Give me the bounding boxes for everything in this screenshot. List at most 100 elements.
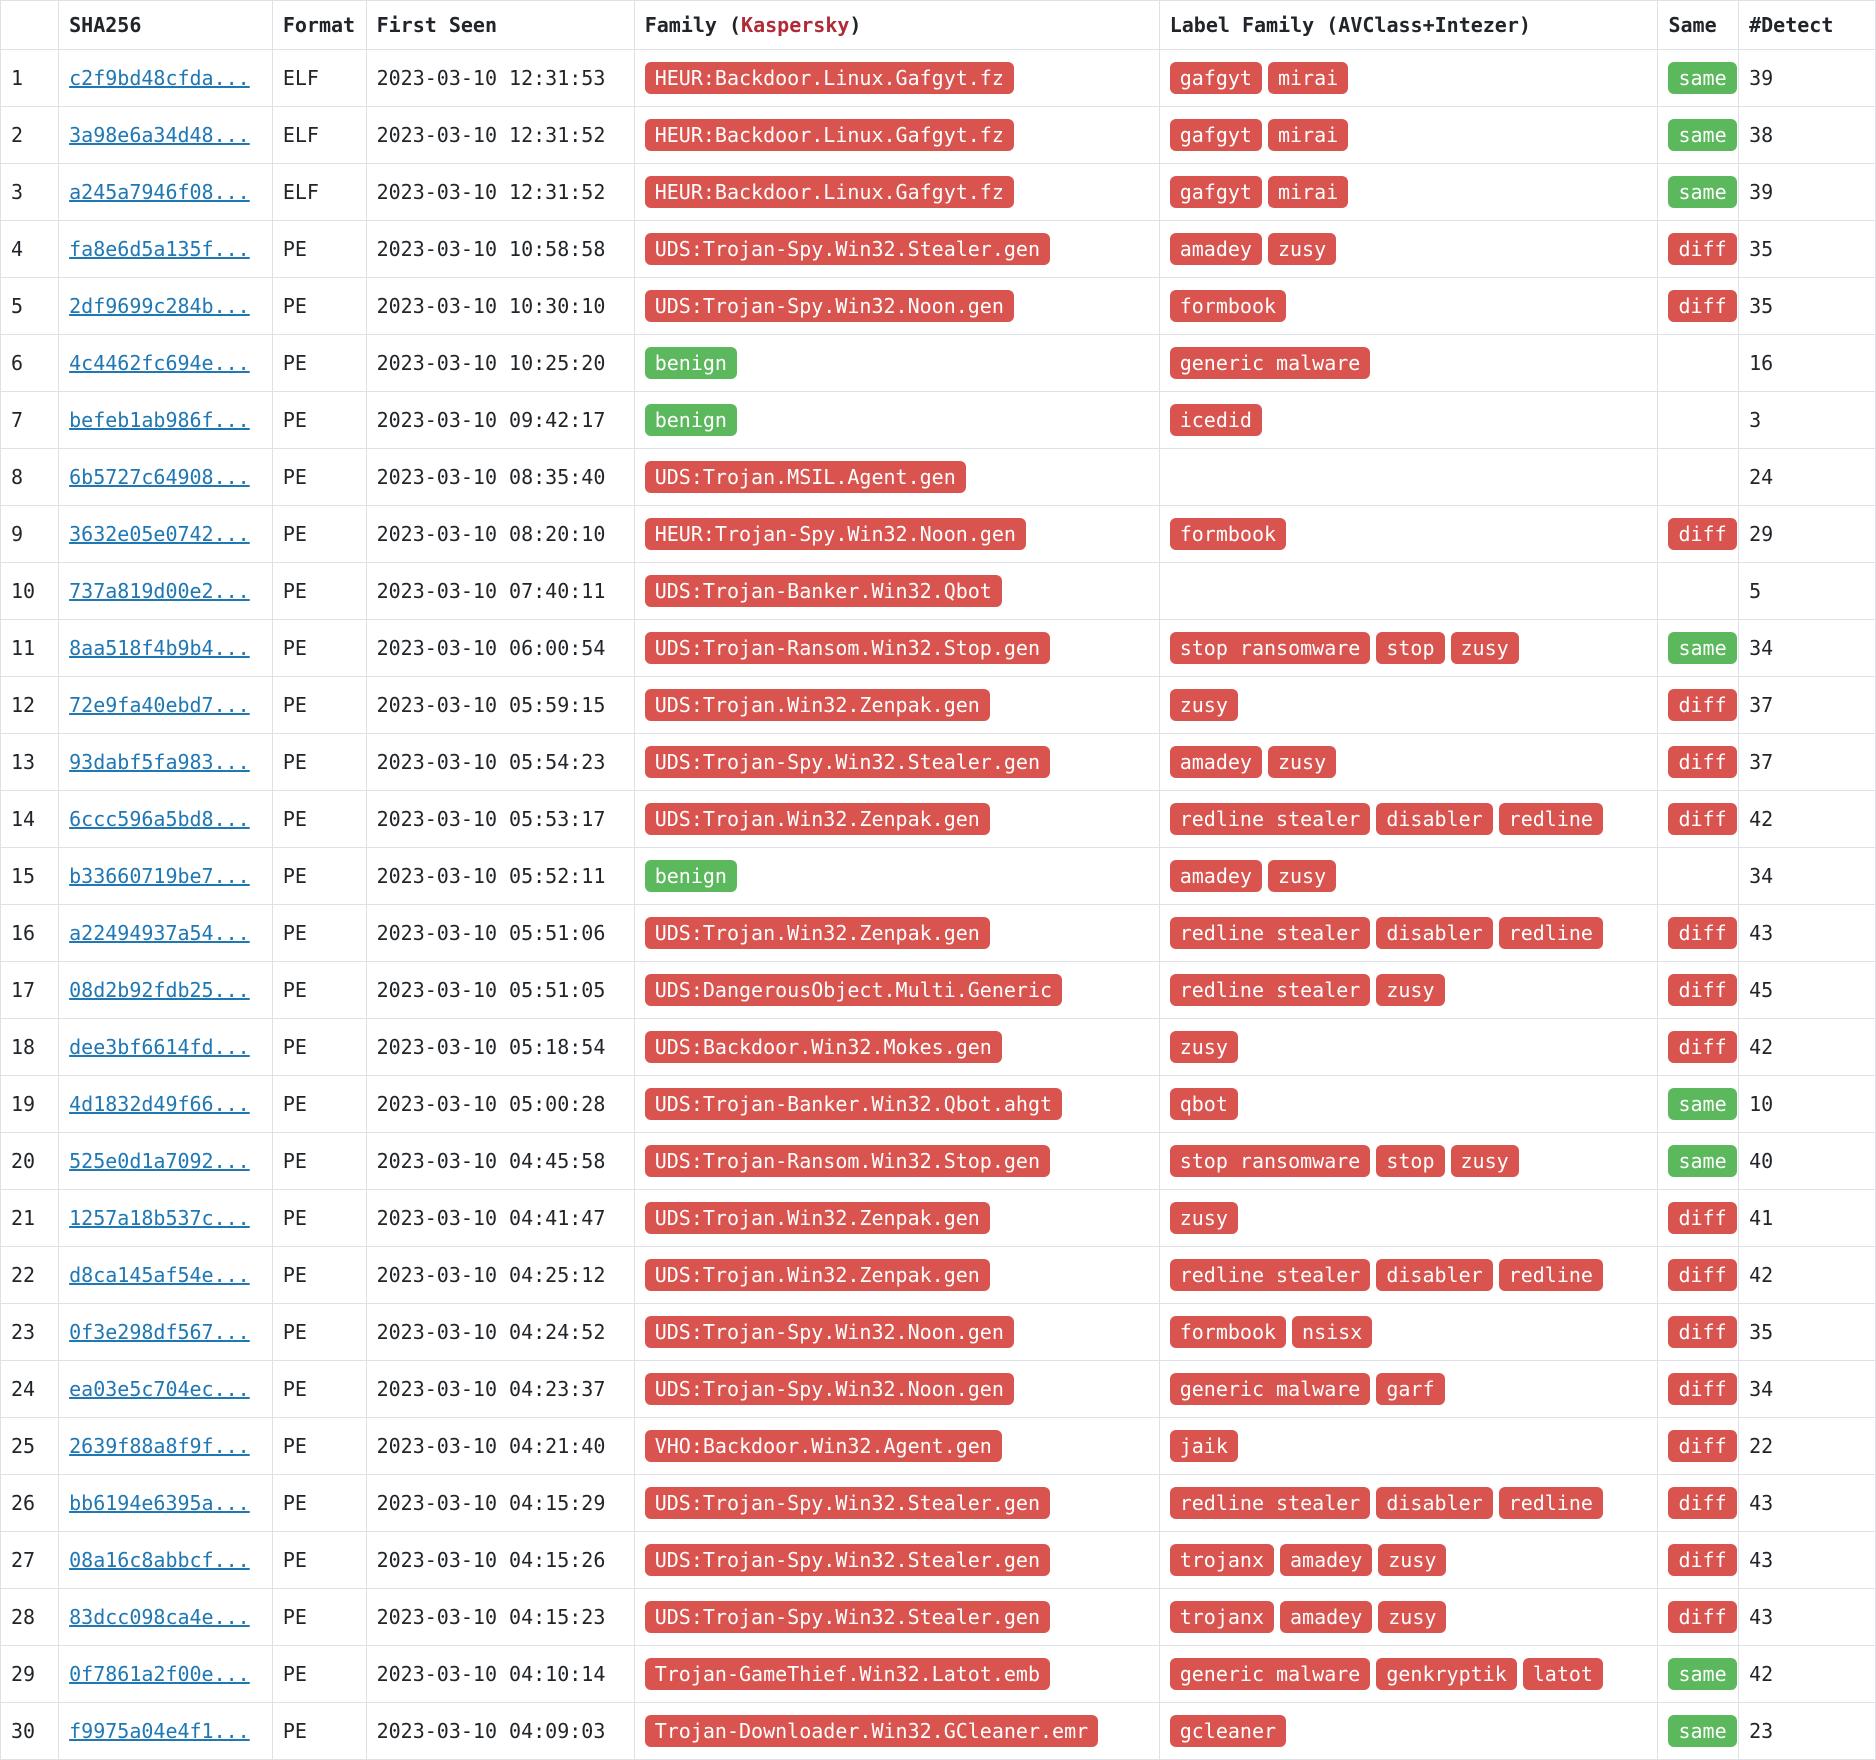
label-family-cell: zusy — [1159, 1190, 1658, 1247]
sha256-link[interactable]: fa8e6d5a135f... — [69, 237, 250, 261]
sha256-link[interactable]: 525e0d1a7092... — [69, 1149, 250, 1173]
label-family-cell: gafgytmirai — [1159, 50, 1658, 107]
family-cell: HEUR:Trojan-Spy.Win32.Noon.gen — [634, 506, 1159, 563]
table-row: 15b33660719be7...PE2023-03-10 05:52:11be… — [1, 848, 1876, 905]
sha256-link[interactable]: 08a16c8abbcf... — [69, 1548, 250, 1572]
first-seen-cell: 2023-03-10 08:35:40 — [366, 449, 634, 506]
row-index: 30 — [1, 1703, 59, 1760]
sha256-link[interactable]: 4d1832d49f66... — [69, 1092, 250, 1116]
sha256-link[interactable]: b33660719be7... — [69, 864, 250, 888]
family-cell: UDS:Trojan.Win32.Zenpak.gen — [634, 1247, 1159, 1304]
detect-cell: 40 — [1739, 1133, 1876, 1190]
family-tag: UDS:Trojan-Ransom.Win32.Stop.gen — [645, 632, 1050, 664]
table-row: 194d1832d49f66...PE2023-03-10 05:00:28UD… — [1, 1076, 1876, 1133]
detect-cell: 22 — [1739, 1418, 1876, 1475]
label-family-cell: stop ransomwarestopzusy — [1159, 1133, 1658, 1190]
first-seen-cell: 2023-03-10 04:25:12 — [366, 1247, 634, 1304]
table-row: 230f3e298df567...PE2023-03-10 04:24:52UD… — [1, 1304, 1876, 1361]
label-tag: latot — [1523, 1658, 1603, 1690]
label-tag: mirai — [1268, 176, 1348, 208]
label-family-cell: gcleaner — [1159, 1703, 1658, 1760]
format-cell: PE — [272, 848, 366, 905]
family-tag: UDS:DangerousObject.Multi.Generic — [645, 974, 1062, 1006]
family-tag: Trojan-Downloader.Win32.GCleaner.emr — [645, 1715, 1098, 1747]
sha256-link[interactable]: 4c4462fc694e... — [69, 351, 250, 375]
sha256-cell: 3a98e6a34d48... — [59, 107, 273, 164]
sha256-link[interactable]: c2f9bd48cfda... — [69, 66, 250, 90]
sha256-cell: befeb1ab986f... — [59, 392, 273, 449]
same-tag: diff — [1668, 746, 1736, 778]
family-tag: HEUR:Trojan-Spy.Win32.Noon.gen — [645, 518, 1026, 550]
sha256-link[interactable]: 6ccc596a5bd8... — [69, 807, 250, 831]
sha256-link[interactable]: a245a7946f08... — [69, 180, 250, 204]
row-index: 4 — [1, 221, 59, 278]
first-seen-cell: 2023-03-10 12:31:52 — [366, 107, 634, 164]
detect-cell: 29 — [1739, 506, 1876, 563]
label-family-cell: amadeyzusy — [1159, 848, 1658, 905]
sha256-link[interactable]: 93dabf5fa983... — [69, 750, 250, 774]
family-tag: UDS:Trojan-Spy.Win32.Noon.gen — [645, 290, 1014, 322]
sha256-cell: 72e9fa40ebd7... — [59, 677, 273, 734]
detect-cell: 43 — [1739, 1532, 1876, 1589]
sha256-link[interactable]: 737a819d00e2... — [69, 579, 250, 603]
sha256-link[interactable]: bb6194e6395a... — [69, 1491, 250, 1515]
detect-cell: 5 — [1739, 563, 1876, 620]
label-tag: disabler — [1376, 1259, 1492, 1291]
label-tag: redline — [1499, 1259, 1603, 1291]
sha256-link[interactable]: 6b5727c64908... — [69, 465, 250, 489]
label-family-cell: generic malwaregenkryptiklatot — [1159, 1646, 1658, 1703]
same-cell: same — [1658, 164, 1739, 221]
sha256-link[interactable]: befeb1ab986f... — [69, 408, 250, 432]
same-tag: diff — [1668, 1202, 1736, 1234]
label-tag: trojanx — [1170, 1544, 1274, 1576]
sha256-link[interactable]: dee3bf6614fd... — [69, 1035, 250, 1059]
sha256-cell: fa8e6d5a135f... — [59, 221, 273, 278]
sha256-link[interactable]: 1257a18b537c... — [69, 1206, 250, 1230]
sha256-link[interactable]: 72e9fa40ebd7... — [69, 693, 250, 717]
table-row: 30f9975a04e4f1...PE2023-03-10 04:09:03Tr… — [1, 1703, 1876, 1760]
table-row: 2883dcc098ca4e...PE2023-03-10 04:15:23UD… — [1, 1589, 1876, 1646]
label-family-cell: formbook — [1159, 506, 1658, 563]
sha256-link[interactable]: 2df9699c284b... — [69, 294, 250, 318]
sha256-link[interactable]: 2639f88a8f9f... — [69, 1434, 250, 1458]
sha256-cell: 08a16c8abbcf... — [59, 1532, 273, 1589]
sha256-link[interactable]: f9975a04e4f1... — [69, 1719, 250, 1743]
sha256-link[interactable]: 3a98e6a34d48... — [69, 123, 250, 147]
table-row: 22d8ca145af54e...PE2023-03-10 04:25:12UD… — [1, 1247, 1876, 1304]
sha256-link[interactable]: 08d2b92fdb25... — [69, 978, 250, 1002]
label-family-cell: redline stealerdisablerredline — [1159, 1475, 1658, 1532]
sha256-link[interactable]: 8aa518f4b9b4... — [69, 636, 250, 660]
sha256-link[interactable]: 3632e05e0742... — [69, 522, 250, 546]
row-index: 5 — [1, 278, 59, 335]
label-tag: stop ransomware — [1170, 632, 1371, 664]
sha256-cell: bb6194e6395a... — [59, 1475, 273, 1532]
family-tag: UDS:Trojan-Spy.Win32.Noon.gen — [645, 1373, 1014, 1405]
row-index: 20 — [1, 1133, 59, 1190]
same-tag: diff — [1668, 974, 1736, 1006]
family-cell: UDS:Trojan-Ransom.Win32.Stop.gen — [634, 1133, 1159, 1190]
sha256-link[interactable]: 0f3e298df567... — [69, 1320, 250, 1344]
family-tag: UDS:Trojan.MSIL.Agent.gen — [645, 461, 966, 493]
family-tag: UDS:Trojan-Ransom.Win32.Stop.gen — [645, 1145, 1050, 1177]
same-cell: diff — [1658, 962, 1739, 1019]
sha256-link[interactable]: d8ca145af54e... — [69, 1263, 250, 1287]
table-row: 3a245a7946f08...ELF2023-03-10 12:31:52HE… — [1, 164, 1876, 221]
label-tag: disabler — [1376, 803, 1492, 835]
family-prefix: Family ( — [645, 13, 741, 37]
label-tag: zusy — [1451, 632, 1519, 664]
sha256-link[interactable]: ea03e5c704ec... — [69, 1377, 250, 1401]
sha256-link[interactable]: 83dcc098ca4e... — [69, 1605, 250, 1629]
table-row: 1272e9fa40ebd7...PE2023-03-10 05:59:15UD… — [1, 677, 1876, 734]
family-tag: UDS:Trojan.Win32.Zenpak.gen — [645, 689, 990, 721]
sha256-link[interactable]: 0f7861a2f00e... — [69, 1662, 250, 1686]
sha256-cell: 8aa518f4b9b4... — [59, 620, 273, 677]
same-tag: diff — [1668, 803, 1736, 835]
sha256-link[interactable]: a22494937a54... — [69, 921, 250, 945]
label-tag: zusy — [1170, 689, 1238, 721]
table-row: 20525e0d1a7092...PE2023-03-10 04:45:58UD… — [1, 1133, 1876, 1190]
family-cell: VHO:Backdoor.Win32.Agent.gen — [634, 1418, 1159, 1475]
row-index: 27 — [1, 1532, 59, 1589]
label-tag: redline stealer — [1170, 1487, 1371, 1519]
label-tag: zusy — [1378, 1601, 1446, 1633]
first-seen-cell: 2023-03-10 12:31:52 — [366, 164, 634, 221]
